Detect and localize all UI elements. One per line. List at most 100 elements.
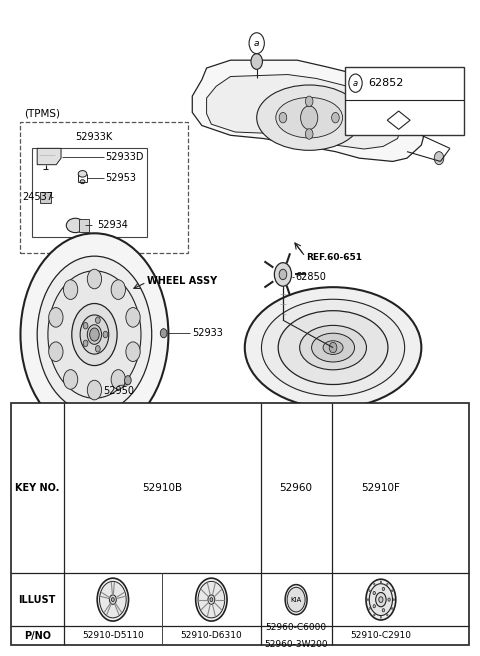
Ellipse shape — [278, 311, 388, 384]
Ellipse shape — [63, 369, 78, 389]
Text: a: a — [353, 79, 358, 88]
Text: 52950: 52950 — [103, 386, 134, 396]
Circle shape — [373, 592, 375, 594]
Circle shape — [374, 614, 375, 616]
Text: 52910-D5110: 52910-D5110 — [82, 631, 144, 640]
Text: 52933D: 52933D — [106, 152, 144, 162]
Text: 52910B: 52910B — [142, 483, 182, 493]
Circle shape — [124, 376, 131, 385]
Circle shape — [369, 584, 393, 615]
Polygon shape — [37, 148, 61, 165]
FancyBboxPatch shape — [79, 219, 89, 232]
FancyBboxPatch shape — [40, 192, 50, 203]
Text: 52933: 52933 — [192, 328, 223, 338]
Circle shape — [96, 346, 100, 352]
Text: WHEEL ASSY: WHEEL ASSY — [147, 276, 217, 286]
Text: 52934: 52934 — [97, 220, 128, 230]
Ellipse shape — [257, 85, 362, 150]
Circle shape — [369, 590, 371, 592]
Circle shape — [196, 578, 227, 621]
Text: 62852: 62852 — [368, 78, 403, 88]
Circle shape — [99, 581, 126, 618]
Ellipse shape — [63, 280, 78, 299]
Ellipse shape — [48, 342, 63, 361]
Ellipse shape — [80, 180, 85, 184]
Ellipse shape — [312, 333, 355, 362]
Circle shape — [305, 129, 313, 139]
Circle shape — [251, 54, 263, 70]
Circle shape — [329, 342, 337, 353]
Circle shape — [380, 617, 382, 618]
Circle shape — [379, 597, 383, 602]
Circle shape — [83, 340, 88, 346]
Text: KEY NO.: KEY NO. — [15, 483, 60, 493]
Text: 52960: 52960 — [280, 483, 312, 493]
Circle shape — [376, 592, 386, 607]
Text: ILLUST: ILLUST — [19, 594, 56, 605]
Polygon shape — [192, 60, 431, 161]
Circle shape — [109, 595, 116, 604]
Circle shape — [374, 583, 375, 585]
Ellipse shape — [48, 271, 141, 398]
Circle shape — [83, 323, 88, 329]
Circle shape — [388, 598, 390, 602]
Circle shape — [103, 331, 108, 338]
Ellipse shape — [87, 269, 102, 289]
Text: 52960-C6000: 52960-C6000 — [265, 623, 327, 632]
Circle shape — [393, 599, 395, 600]
Circle shape — [366, 579, 396, 620]
Circle shape — [96, 317, 100, 323]
Circle shape — [373, 605, 375, 608]
Ellipse shape — [80, 315, 109, 354]
Text: 52910-D6310: 52910-D6310 — [180, 631, 242, 640]
Text: 62850: 62850 — [296, 272, 327, 282]
Circle shape — [369, 607, 371, 609]
Circle shape — [332, 112, 339, 123]
Ellipse shape — [300, 325, 366, 370]
Circle shape — [382, 609, 384, 612]
Ellipse shape — [126, 342, 140, 361]
Circle shape — [300, 106, 318, 129]
Circle shape — [434, 152, 444, 165]
Text: 52960-3W200: 52960-3W200 — [264, 640, 328, 649]
Circle shape — [382, 587, 384, 590]
Ellipse shape — [323, 340, 343, 354]
Ellipse shape — [245, 287, 421, 408]
Circle shape — [391, 607, 393, 609]
Text: KIA: KIA — [290, 596, 302, 603]
Ellipse shape — [37, 256, 152, 413]
Circle shape — [287, 587, 305, 612]
Circle shape — [387, 614, 388, 616]
Ellipse shape — [66, 218, 84, 233]
Text: P/NO: P/NO — [24, 630, 51, 641]
FancyBboxPatch shape — [345, 67, 464, 135]
Text: 52933K: 52933K — [75, 132, 113, 142]
Circle shape — [198, 581, 225, 618]
Circle shape — [285, 584, 307, 615]
Ellipse shape — [78, 171, 87, 177]
Circle shape — [391, 590, 393, 592]
Circle shape — [279, 269, 287, 279]
Circle shape — [111, 598, 114, 602]
Ellipse shape — [21, 234, 168, 436]
Circle shape — [90, 328, 99, 341]
Circle shape — [160, 329, 167, 338]
Circle shape — [208, 595, 215, 604]
Polygon shape — [206, 75, 407, 149]
Ellipse shape — [111, 369, 125, 389]
Circle shape — [349, 74, 362, 92]
Text: REF.60-651: REF.60-651 — [306, 253, 362, 262]
Ellipse shape — [87, 325, 102, 344]
Circle shape — [275, 262, 291, 286]
Circle shape — [380, 581, 382, 583]
FancyBboxPatch shape — [11, 403, 469, 645]
Circle shape — [210, 598, 213, 602]
Text: 24537: 24537 — [22, 192, 53, 202]
Circle shape — [249, 33, 264, 54]
Ellipse shape — [48, 308, 63, 327]
Circle shape — [367, 599, 369, 600]
Text: (TPMS): (TPMS) — [24, 109, 60, 119]
Ellipse shape — [276, 97, 343, 138]
Polygon shape — [387, 111, 410, 129]
Circle shape — [279, 112, 287, 123]
